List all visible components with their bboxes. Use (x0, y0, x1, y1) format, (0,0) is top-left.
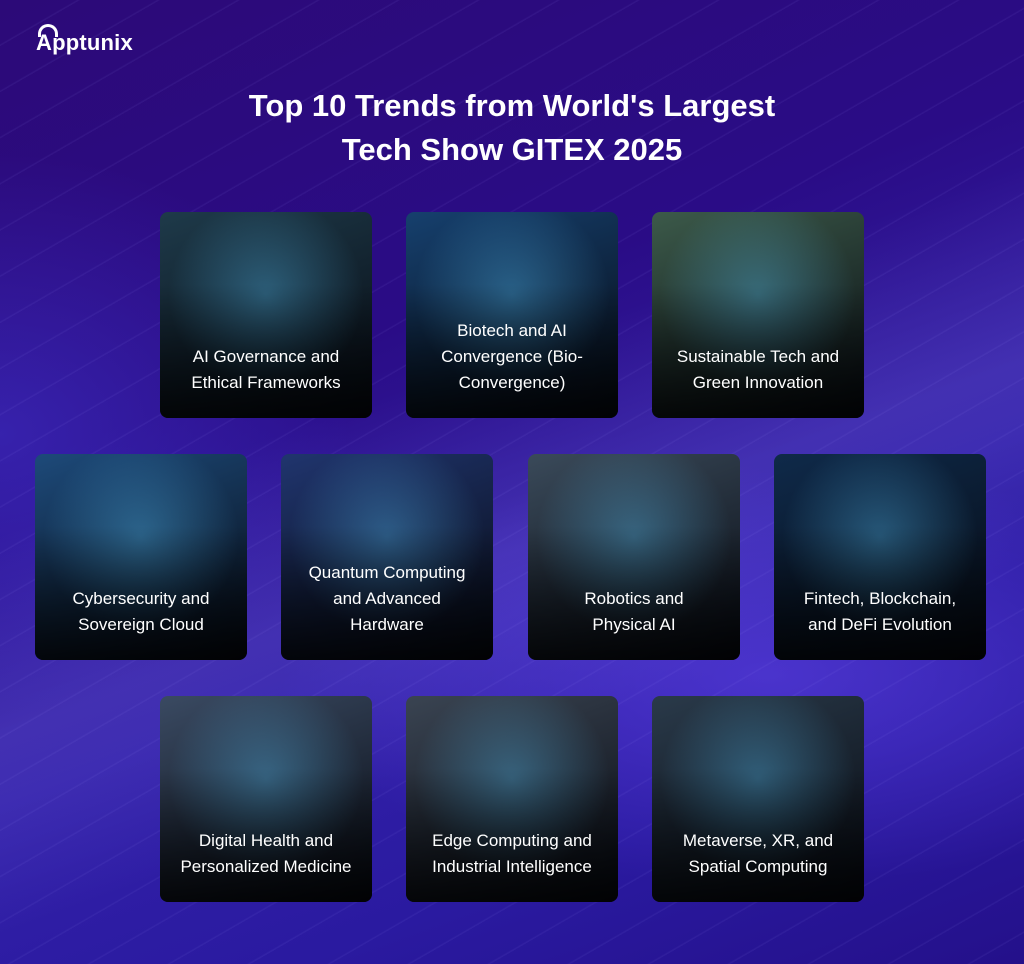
trend-label: Quantum Computing and Advanced Hardware (308, 563, 466, 634)
trend-label: Digital Health and Personalized Medicine (180, 831, 352, 876)
trend-card: Digital Health and Personalized Medicine (160, 696, 372, 902)
trend-label: Metaverse, XR, and Spatial Computing (682, 831, 834, 876)
title-line-2: Tech Show GITEX 2025 (341, 132, 683, 167)
trend-label: Sustainable Tech and Green Innovation (676, 347, 840, 392)
trend-card: Quantum Computing and Advanced Hardware (281, 454, 493, 660)
trend-card: Metaverse, XR, and Spatial Computing (652, 696, 864, 902)
trend-card: Edge Computing and Industrial Intelligen… (406, 696, 618, 902)
title-line-1: Top 10 Trends from World's Largest (248, 88, 776, 123)
trend-label: Cybersecurity and Sovereign Cloud (72, 589, 210, 634)
trend-card: Robotics and Physical AI (528, 454, 740, 660)
page-title: Top 10 Trends from World's Largest Tech S… (0, 84, 1024, 172)
logo-arc-icon (38, 24, 58, 37)
trend-label: Fintech, Blockchain, and DeFi Evolution (803, 589, 957, 634)
trend-card: Fintech, Blockchain, and DeFi Evolution (774, 454, 986, 660)
trend-label: Robotics and Physical AI (584, 589, 684, 634)
trend-card: AI Governance and Ethical Frameworks (160, 212, 372, 418)
trend-label: Edge Computing and Industrial Intelligen… (432, 831, 592, 876)
trend-card: Biotech and AI Convergence (Bio- Converg… (406, 212, 618, 418)
trend-card: Sustainable Tech and Green Innovation (652, 212, 864, 418)
trend-label: AI Governance and Ethical Frameworks (191, 347, 341, 392)
trend-card: Cybersecurity and Sovereign Cloud (35, 454, 247, 660)
trend-label: Biotech and AI Convergence (Bio- Converg… (441, 321, 583, 392)
brand-logo: Apptunix (36, 24, 133, 56)
